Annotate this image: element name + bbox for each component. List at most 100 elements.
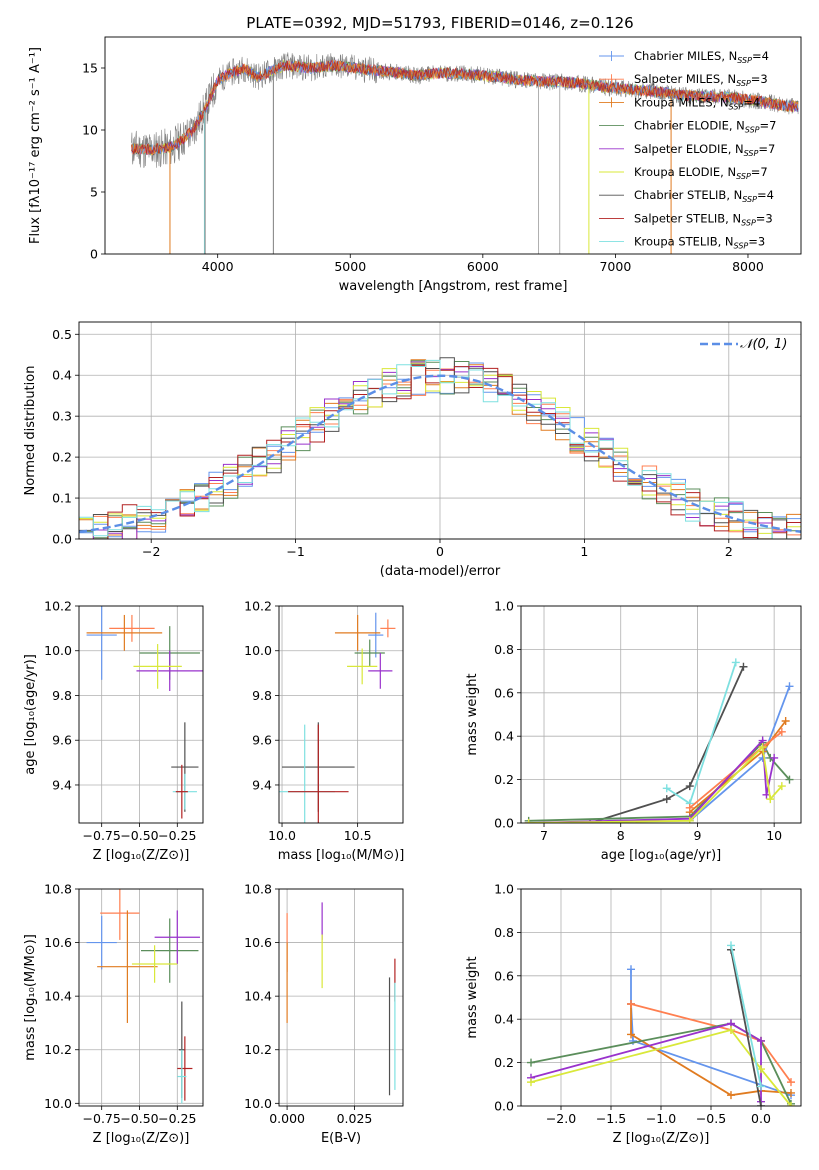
weight-point bbox=[770, 753, 779, 762]
y-tick-label: 0.8 bbox=[494, 642, 514, 657]
weight-point bbox=[757, 1036, 765, 1045]
y-tick-label: 0.2 bbox=[494, 1055, 514, 1070]
y-tick-label: 5 bbox=[90, 185, 98, 200]
weight-point bbox=[727, 1091, 735, 1100]
axes-frame bbox=[520, 605, 802, 824]
weight-point bbox=[662, 784, 671, 793]
y-tick-label: 10.2 bbox=[244, 599, 272, 614]
weight-line bbox=[528, 745, 783, 823]
x-tick-label: −0.50 bbox=[120, 828, 158, 843]
y-tick-label: 10.0 bbox=[244, 643, 272, 658]
y-tick-label: 10.0 bbox=[44, 643, 72, 658]
y-tick-label: 10.2 bbox=[244, 1042, 272, 1057]
axes-frame bbox=[78, 321, 802, 540]
x-tick-label: 6000 bbox=[467, 259, 499, 274]
weight-point bbox=[627, 1030, 635, 1039]
y-tick-label: 0.4 bbox=[494, 729, 514, 744]
weight-point bbox=[731, 658, 740, 667]
panel-mass_vs_Z: −0.75 −0.50 −0.25 10.0 10.2 10.4 10.6 10.8 Z [lo… bbox=[23, 882, 204, 1146]
spectrum-model-line bbox=[131, 59, 799, 155]
weight-point bbox=[685, 782, 694, 791]
y-tick-label: 0.5 bbox=[52, 327, 72, 342]
y-tick-label: 0.0 bbox=[494, 1099, 514, 1114]
x-tick-label: 5000 bbox=[334, 259, 366, 274]
y-tick-label: 10.8 bbox=[44, 882, 72, 897]
x-axis-label: age [log₁₀(age/yr)] bbox=[601, 848, 722, 863]
y-tick-label: 0.4 bbox=[494, 1012, 514, 1027]
y-tick-label: 0.0 bbox=[52, 532, 72, 547]
axes-frame bbox=[520, 888, 802, 1107]
weight-point bbox=[662, 795, 671, 804]
weight-point bbox=[627, 1000, 635, 1009]
y-tick-label: 0.2 bbox=[52, 450, 72, 465]
legend-label: Salpeter STELIB, NSSP=3 bbox=[634, 211, 773, 227]
y-tick-label: 10 bbox=[82, 123, 98, 138]
x-tick-label: 7 bbox=[540, 828, 548, 843]
weight-line bbox=[730, 945, 762, 1087]
x-tick-label: 1 bbox=[580, 544, 588, 559]
axes-frame bbox=[104, 36, 802, 255]
y-tick-label: 9.4 bbox=[52, 777, 72, 792]
x-tick-label: 9 bbox=[693, 828, 701, 843]
y-tick-label: 10.2 bbox=[44, 1042, 72, 1057]
weight-line bbox=[528, 738, 776, 823]
y-axis-label: Normed distribution bbox=[23, 366, 38, 496]
weight-line bbox=[730, 949, 762, 1106]
histogram-step bbox=[79, 359, 801, 539]
panel-weight_vs_age: 7 8 9 10 0.0 0.2 0.4 0.6 0.8 1.0 age [log₁₀(age/yr… bbox=[465, 599, 802, 863]
axes-frame bbox=[278, 888, 404, 1107]
panel-weight_vs_Z: −2.0 −1.5 −1.0 −0.5 0.0 0.0 0.2 0.4 0.6 0.8 1.0 Z [… bbox=[465, 882, 802, 1146]
weight-point bbox=[627, 965, 635, 974]
y-tick-label: 0.6 bbox=[494, 685, 514, 700]
weight-point bbox=[766, 795, 775, 804]
weight-point bbox=[777, 727, 786, 736]
y-axis-label: age [log₁₀(age/yr)] bbox=[23, 654, 38, 775]
legend-label: Chabrier STELIB, NSSP=4 bbox=[634, 188, 774, 204]
weight-point bbox=[757, 1065, 765, 1074]
y-tick-label: 0 bbox=[90, 247, 98, 262]
weight-point bbox=[787, 1078, 795, 1087]
y-axis-label: mass weight bbox=[465, 673, 480, 755]
weight-point bbox=[785, 775, 794, 784]
y-axis-label: Flux [fλ10⁻¹⁷ erg cm⁻² s⁻¹ A⁻¹] bbox=[28, 47, 43, 244]
x-axis-label: E(B-V) bbox=[321, 1131, 361, 1146]
plot-area bbox=[524, 658, 794, 823]
x-axis-label: (data-model)/error bbox=[380, 564, 501, 579]
x-tick-label: 0 bbox=[436, 544, 444, 559]
x-tick-label: 10 bbox=[766, 828, 782, 843]
y-tick-label: 9.6 bbox=[52, 733, 72, 748]
legend-label: Chabrier ELODIE, NSSP=7 bbox=[634, 119, 776, 135]
y-tick-label: 0.1 bbox=[52, 491, 72, 506]
weight-line bbox=[630, 1003, 792, 1083]
y-tick-label: 0.6 bbox=[494, 968, 514, 983]
y-tick-label: 15 bbox=[82, 61, 98, 76]
x-tick-label: −0.75 bbox=[83, 828, 121, 843]
weight-point bbox=[785, 682, 794, 691]
legend-label: Salpeter MILES, NSSP=3 bbox=[634, 72, 768, 88]
x-tick-label: 10.5 bbox=[344, 828, 372, 843]
y-tick-label: 10.0 bbox=[44, 1096, 72, 1111]
weight-point bbox=[787, 1088, 795, 1097]
y-tick-label: 10.0 bbox=[244, 1096, 272, 1111]
weight-point bbox=[586, 819, 595, 823]
weight-point bbox=[777, 782, 786, 791]
x-tick-label: 0.000 bbox=[269, 1111, 305, 1126]
x-axis-label: mass [log₁₀(M/M⊙)] bbox=[278, 848, 405, 863]
y-tick-label: 10.8 bbox=[244, 882, 272, 897]
y-tick-label: 0.0 bbox=[494, 816, 514, 831]
x-tick-label: 4000 bbox=[202, 259, 234, 274]
plot-area bbox=[286, 902, 396, 1096]
plot-area bbox=[79, 357, 801, 539]
weight-line bbox=[589, 666, 745, 823]
axes-frame bbox=[278, 605, 404, 824]
legend-label: Salpeter ELODIE, NSSP=7 bbox=[634, 142, 775, 158]
figure-title: PLATE=0392, MJD=51793, FIBERID=0146, z=0… bbox=[246, 14, 633, 32]
legend-label: Chabrier MILES, NSSP=4 bbox=[634, 49, 769, 65]
weight-point bbox=[685, 816, 694, 823]
y-tick-label: 0.4 bbox=[52, 368, 72, 383]
weight-point bbox=[685, 803, 694, 812]
weight-line bbox=[530, 1028, 792, 1106]
x-tick-label: −0.75 bbox=[83, 1111, 121, 1126]
x-axis-label: Z [log₁₀(Z/Z⊙)] bbox=[93, 1131, 190, 1146]
